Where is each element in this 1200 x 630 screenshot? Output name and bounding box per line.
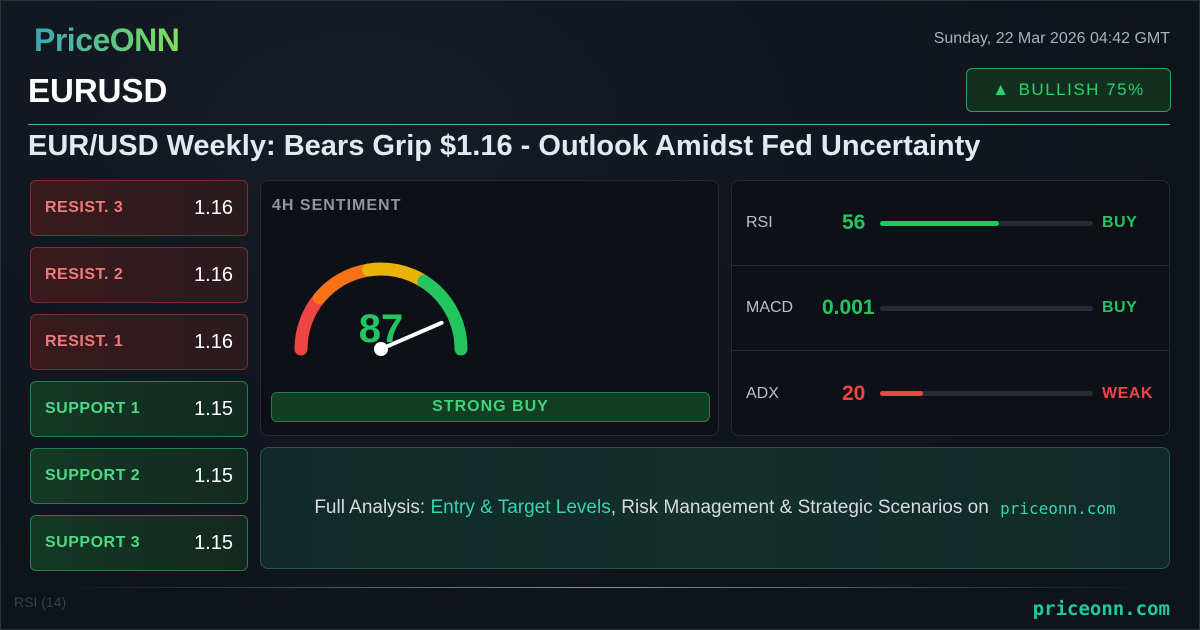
sentiment-gauge: 87 (294, 262, 468, 356)
level-resist-3: RESIST. 3 1.16 (30, 180, 248, 236)
level-support-1: SUPPORT 1 1.15 (30, 381, 248, 437)
cta-highlight: Entry & Target Levels (430, 497, 611, 518)
indicator-rsi: RSI 56 BUY (732, 181, 1169, 266)
indicators-panel: RSI 56 BUY MACD 0.001 BUY ADX 20 WEAK (731, 180, 1170, 436)
indicator-bar (880, 305, 1093, 311)
indicator-bar-fill (880, 220, 1000, 226)
indicator-value: 20 (842, 381, 866, 405)
level-label: SUPPORT 2 (45, 467, 141, 484)
indicator-macd: MACD 0.001 BUY (732, 266, 1169, 351)
sentiment-verdict: STRONG BUY (271, 392, 710, 422)
level-value: 1.15 (194, 464, 233, 487)
level-value: 1.16 (194, 196, 233, 219)
bias-label: BULLISH 75% (1018, 80, 1145, 99)
indicator-name: MACD (746, 299, 794, 316)
indicator-signal: BUY (1102, 214, 1138, 231)
level-label: SUPPORT 3 (45, 534, 141, 551)
headline: EUR/USD Weekly: Bears Grip $1.16 - Outlo… (28, 130, 981, 162)
sentiment-panel: 4H SENTIMENT 87 STRONG BUY (260, 180, 719, 436)
level-value: 1.15 (194, 531, 233, 554)
rsi-watermark: RSI (14) (14, 594, 67, 610)
indicator-signal: BUY (1102, 299, 1138, 316)
indicator-name: ADX (746, 384, 779, 402)
sentiment-title: 4H SENTIMENT (272, 197, 402, 214)
symbol-title: EURUSD (28, 72, 168, 109)
priceonn-logo: PriceONN (34, 22, 180, 58)
gauge-segment (294, 291, 326, 356)
footer-divider (60, 587, 1150, 588)
indicator-bar (880, 220, 1093, 226)
indicator-value: 56 (842, 211, 866, 234)
level-resist-1: RESIST. 1 1.16 (30, 314, 248, 370)
gauge-segment (361, 262, 431, 288)
level-support-3: SUPPORT 3 1.15 (30, 515, 248, 571)
indicator-value: 0.001 (822, 296, 875, 319)
indicator-signal: WEAK (1102, 384, 1153, 402)
cta-middle: , Risk Management & Strategic Scenarios … (610, 497, 995, 518)
triangle-up-icon: ▲ (992, 80, 1011, 99)
gauge-segment (417, 274, 468, 356)
indicator-name: RSI (746, 214, 773, 231)
timestamp: Sunday, 22 Mar 2026 04:42 GMT (933, 30, 1170, 47)
divider (28, 124, 1170, 125)
level-value: 1.16 (194, 263, 233, 286)
cta-prefix: Full Analysis: (314, 497, 431, 518)
bias-badge: ▲ BULLISH 75% (966, 68, 1171, 112)
level-value: 1.16 (194, 330, 233, 353)
cta-site: priceonn.com (1000, 498, 1116, 518)
full-analysis-link[interactable]: Full Analysis: Entry & Target Levels, Ri… (260, 447, 1170, 569)
level-label: SUPPORT 1 (45, 400, 141, 417)
gauge-pivot (374, 342, 388, 356)
footer-site-link[interactable]: priceonn.com (1032, 598, 1170, 620)
level-label: RESIST. 1 (45, 333, 124, 350)
gauge-needle (379, 320, 444, 351)
level-label: RESIST. 3 (45, 199, 124, 216)
level-label: RESIST. 2 (45, 266, 124, 283)
level-value: 1.15 (194, 397, 233, 420)
indicator-bar-fill (880, 391, 923, 396)
indicator-adx: ADX 20 WEAK (732, 351, 1169, 436)
gauge-segment (312, 263, 375, 305)
level-resist-2: RESIST. 2 1.16 (30, 247, 248, 303)
level-support-2: SUPPORT 2 1.15 (30, 448, 248, 504)
indicator-bar (880, 391, 1093, 396)
